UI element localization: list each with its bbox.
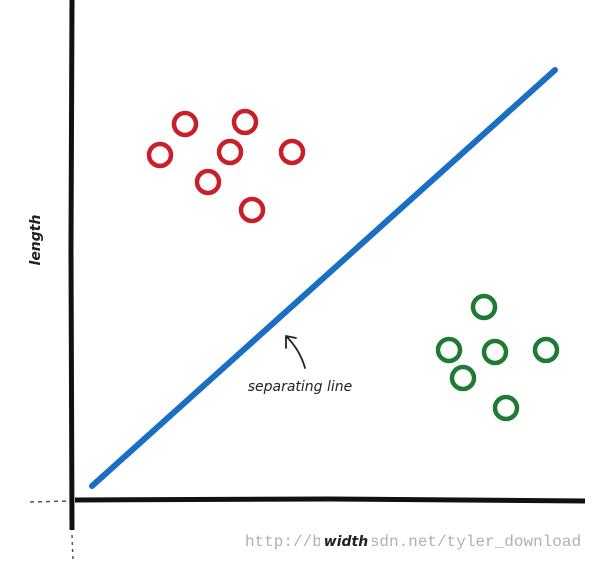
- label-backdrop: [320, 532, 372, 550]
- y-axis: [68, 0, 75, 531]
- point: [216, 138, 244, 166]
- point: [171, 110, 199, 138]
- y-axis-label: length: [28, 215, 44, 266]
- red-points: [146, 108, 306, 224]
- x-axis-tail: [29, 500, 71, 503]
- point: [194, 168, 222, 196]
- annotation-arrow: [285, 335, 306, 369]
- point: [532, 336, 560, 364]
- point: [146, 141, 174, 169]
- watermark: http://blog.csdn.net/tyler_download: [245, 533, 581, 551]
- point: [470, 293, 498, 321]
- separating-line: [89, 67, 558, 489]
- point: [492, 394, 520, 422]
- point: [231, 108, 259, 136]
- point: [481, 338, 509, 366]
- green-points: [435, 293, 560, 422]
- x-axis: [74, 496, 586, 504]
- point: [278, 138, 306, 166]
- annotation: separating line: [248, 379, 353, 395]
- x-axis-label: width: [324, 534, 368, 550]
- point: [238, 196, 266, 224]
- point: [449, 364, 477, 392]
- point: [435, 336, 463, 364]
